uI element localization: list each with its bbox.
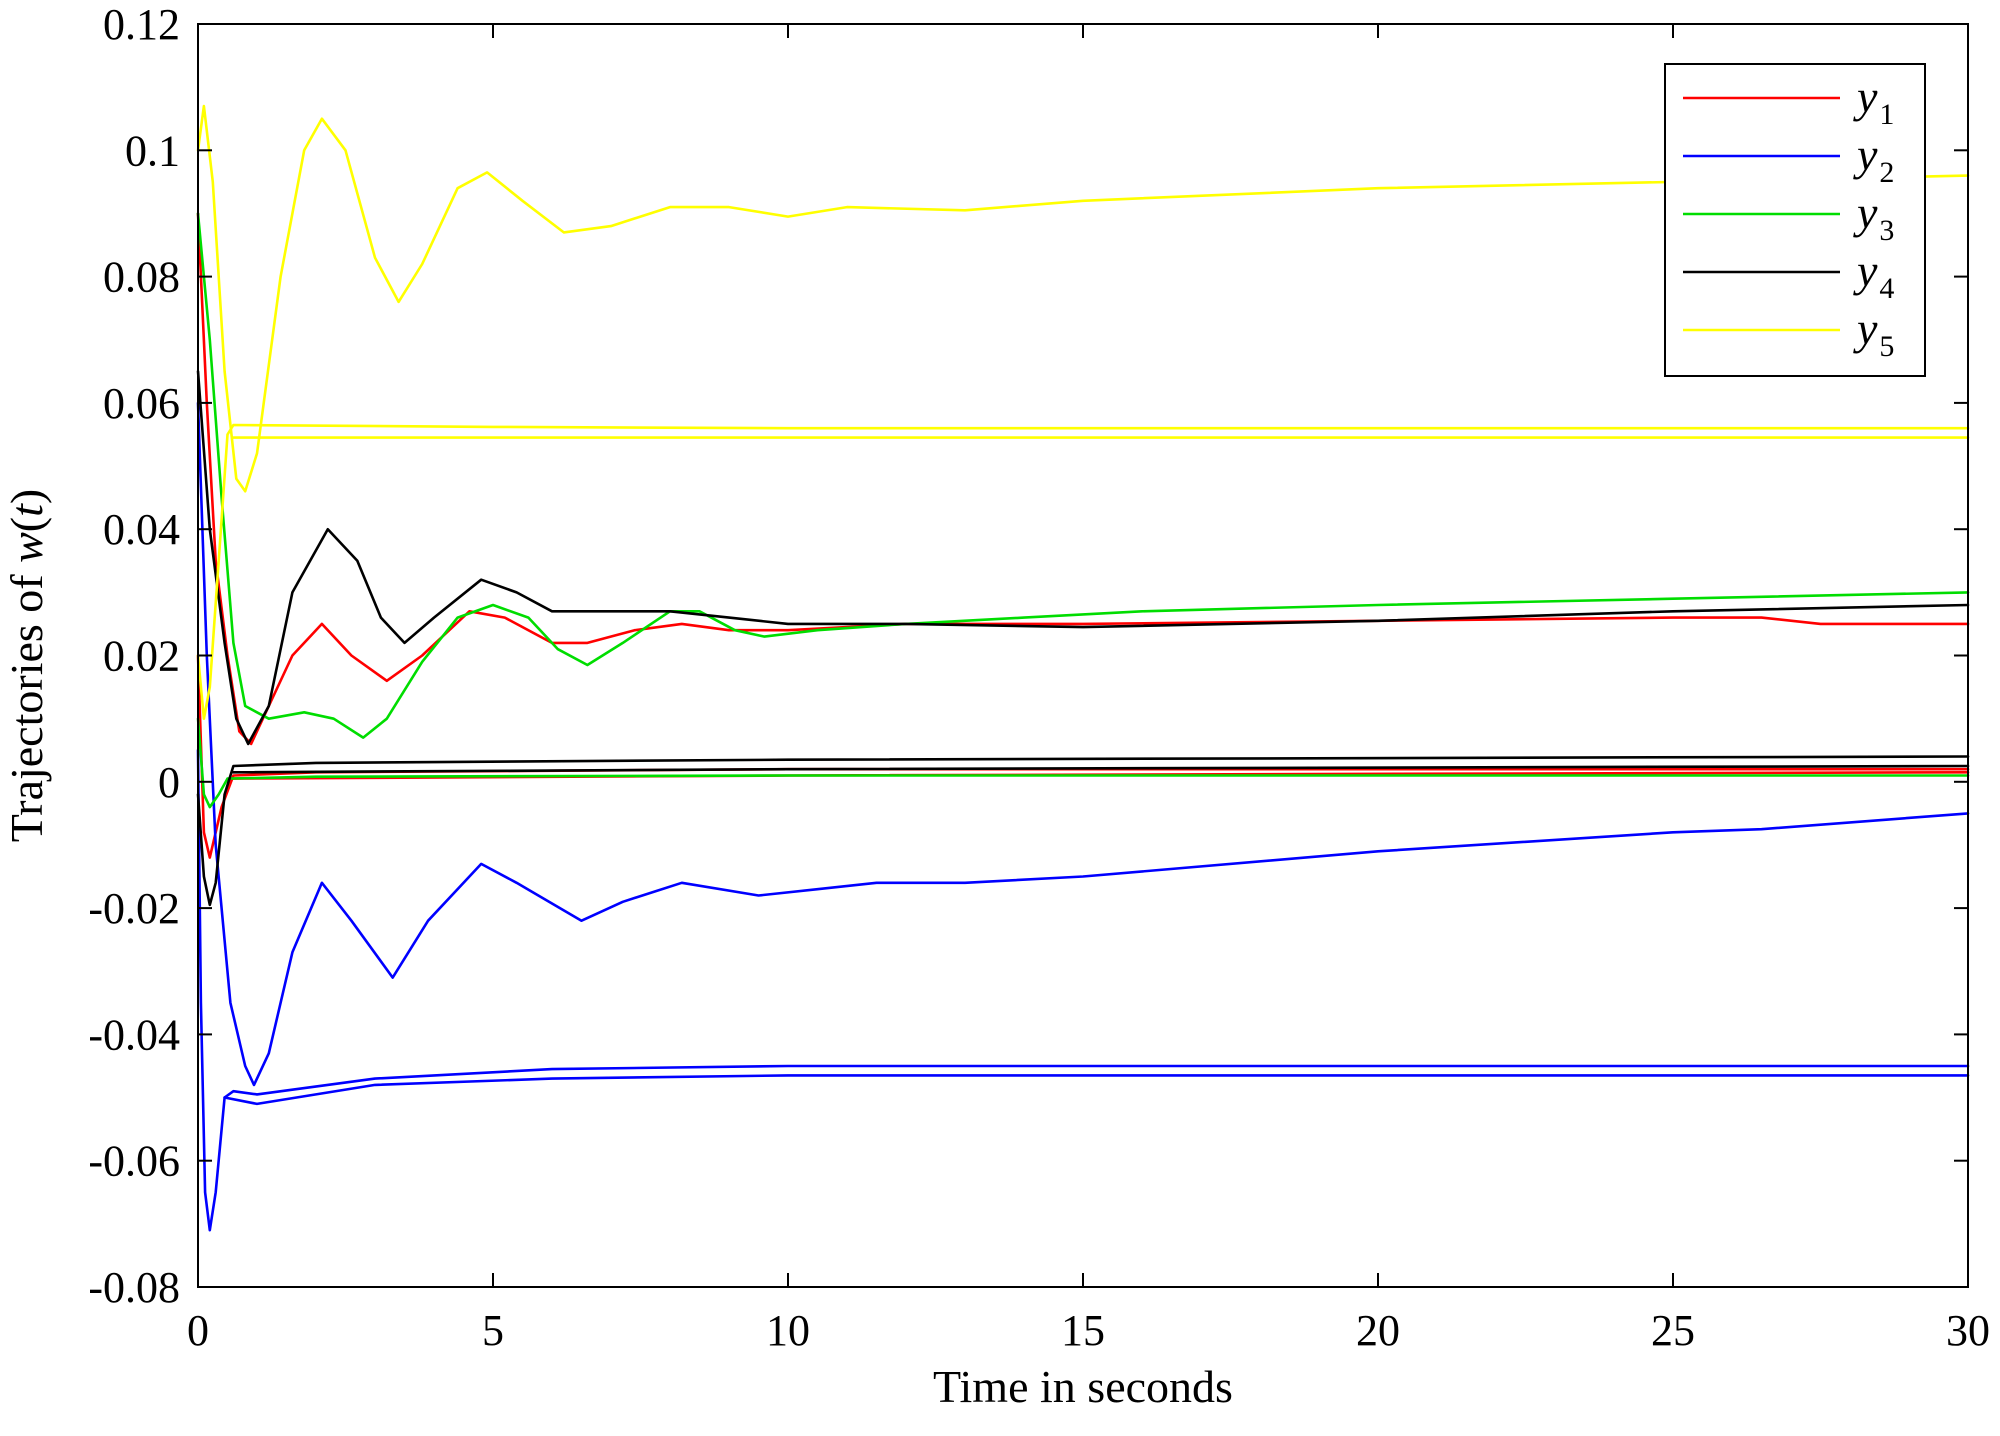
series-y2-line-1 <box>196 401 1970 1087</box>
x-tick-label: 10 <box>766 1306 810 1355</box>
legend-label-y2: y2 <box>1853 129 1894 189</box>
legend-subscript: 2 <box>1879 156 1894 189</box>
legend-symbol: y <box>1853 187 1878 238</box>
y-axis-label-argument: t <box>1 503 52 517</box>
series-y2-line-3 <box>223 1074 1970 1106</box>
y-axis-label-close-paren: ) <box>1 489 52 504</box>
y-tick-label: -0.08 <box>88 1263 180 1312</box>
x-tick-label: 25 <box>1651 1306 1695 1355</box>
series-y4-line-3 <box>232 764 1970 774</box>
y-tick-label: 0.06 <box>103 379 180 428</box>
legend-label-y4: y4 <box>1853 245 1894 305</box>
y-tick-label: -0.06 <box>88 1137 180 1186</box>
y-tick-label: 0.02 <box>103 632 180 681</box>
y-axis-label: Trajectories of w(t) <box>1 489 52 842</box>
axis-ticks: 0 5 10 15 20 25 30-0.08-0.06-0.04-0.0200.020.0… <box>88 0 1990 1355</box>
legend-symbol: y <box>1853 245 1878 296</box>
legend-symbol: y <box>1853 303 1878 354</box>
legend-label-y3: y3 <box>1853 187 1894 247</box>
y-tick-label: 0 <box>158 758 180 807</box>
x-tick-label: 5 <box>482 1306 504 1355</box>
series-y3-line-2 <box>196 717 1970 809</box>
x-axis-label: Time in seconds <box>933 1361 1233 1412</box>
legend-symbol: y <box>1853 71 1878 122</box>
y-tick-label: -0.02 <box>88 884 180 933</box>
series-y5-line-1 <box>196 104 1970 493</box>
legend-label-y5: y5 <box>1853 303 1894 363</box>
legend-label-y1: y1 <box>1853 71 1894 131</box>
series-y5-line-2 <box>196 423 1970 720</box>
legend-box <box>1664 63 1926 377</box>
y-axis-label-variable: w <box>1 532 52 563</box>
legend-subscript: 5 <box>1879 330 1894 363</box>
y-tick-label: 0.12 <box>103 0 180 49</box>
series-y4-line-1 <box>196 370 1970 746</box>
y-tick-label: -0.04 <box>88 1010 180 1059</box>
series-layer <box>196 104 1970 1232</box>
y-axis-label-prefix: Trajectories of <box>1 563 52 842</box>
y-tick-label: 0.1 <box>125 126 180 175</box>
series-y3-line-1 <box>196 212 1970 739</box>
legend-subscript: 1 <box>1879 98 1894 131</box>
x-tick-label: 15 <box>1061 1306 1105 1355</box>
legend-subscript: 4 <box>1879 272 1894 305</box>
x-tick-label: 20 <box>1356 1306 1400 1355</box>
series-y2-line-2 <box>196 748 1970 1232</box>
x-tick-label: 30 <box>1946 1306 1990 1355</box>
series-y4-line-2 <box>196 755 1970 907</box>
y-tick-label: 0.04 <box>103 505 180 554</box>
x-tick-label: 0 <box>187 1306 209 1355</box>
y-tick-label: 0.08 <box>103 253 180 302</box>
y-axis-label-open-paren: ( <box>1 517 52 532</box>
legend-subscript: 3 <box>1879 214 1894 247</box>
legend-symbol: y <box>1853 129 1878 180</box>
